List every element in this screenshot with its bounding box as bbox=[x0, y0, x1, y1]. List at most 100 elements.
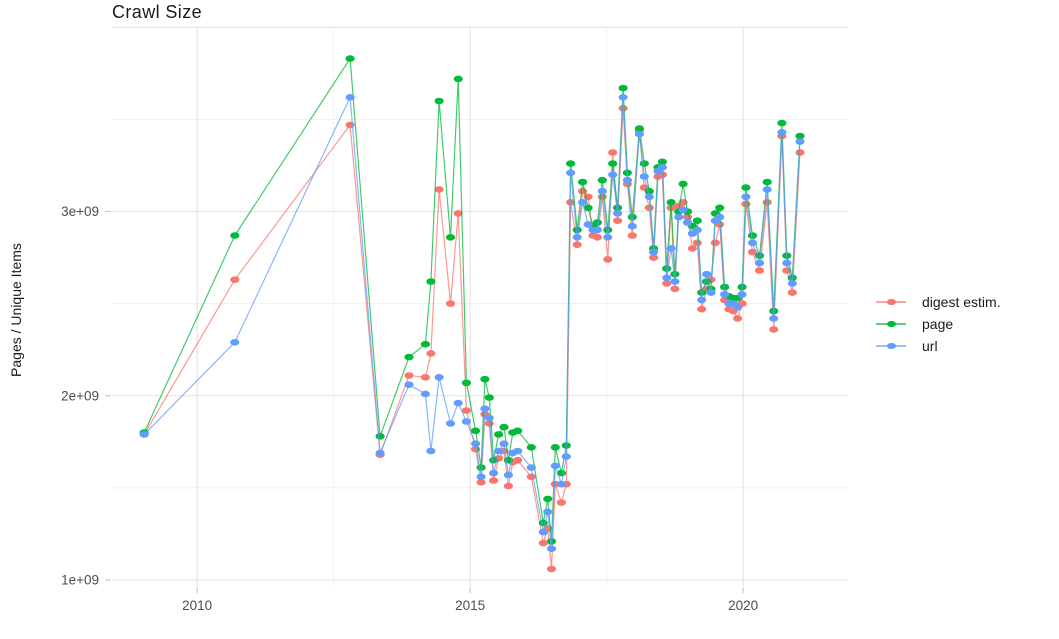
data-point-url bbox=[538, 528, 548, 536]
y-tick-label: 1e+09 bbox=[61, 572, 99, 587]
data-point-page bbox=[678, 180, 688, 188]
legend: digest estim. page url bbox=[876, 291, 1001, 357]
data-point-page bbox=[715, 204, 725, 212]
data-point-url bbox=[733, 304, 743, 311]
data-point-url bbox=[747, 239, 758, 247]
data-point-url bbox=[499, 440, 509, 448]
data-point-url bbox=[662, 274, 672, 282]
data-point-url bbox=[769, 315, 779, 322]
data-point-page bbox=[494, 431, 504, 438]
legend-item-url: url bbox=[876, 335, 1001, 357]
data-point-url bbox=[471, 440, 481, 448]
data-point-digest-estim- bbox=[538, 539, 548, 547]
data-point-url bbox=[702, 270, 712, 278]
data-point-digest-estim- bbox=[420, 374, 430, 381]
data-point-page bbox=[634, 125, 645, 132]
data-point-url bbox=[715, 213, 725, 221]
data-point-page bbox=[572, 226, 582, 234]
data-point-url bbox=[484, 414, 494, 422]
data-point-page bbox=[230, 232, 240, 239]
data-point-url bbox=[777, 129, 787, 136]
y-axis-title: Pages / Unique Items bbox=[8, 243, 24, 377]
data-point-digest-estim- bbox=[404, 372, 414, 379]
data-point-url bbox=[787, 280, 797, 287]
data-point-digest-estim- bbox=[754, 267, 765, 274]
legend-label-url: url bbox=[922, 338, 938, 354]
x-tick-label: 2010 bbox=[182, 598, 212, 613]
data-point-digest-estim- bbox=[644, 204, 654, 212]
data-point-page bbox=[597, 176, 607, 184]
data-point-digest-estim- bbox=[670, 285, 680, 293]
data-point-url bbox=[678, 206, 688, 213]
data-point-page bbox=[795, 132, 805, 140]
data-point-page bbox=[426, 278, 436, 285]
data-point-digest-estim- bbox=[230, 276, 240, 284]
data-point-url bbox=[762, 186, 772, 193]
data-point-page bbox=[434, 97, 444, 105]
data-point-url bbox=[453, 399, 463, 407]
y-tick-label: 2e+09 bbox=[61, 388, 99, 403]
data-point-digest-estim- bbox=[453, 210, 463, 217]
data-point-url bbox=[230, 339, 240, 346]
data-point-page bbox=[461, 379, 471, 387]
data-point-url bbox=[461, 418, 471, 425]
data-point-digest-estim- bbox=[345, 121, 355, 129]
data-point-page bbox=[499, 423, 509, 431]
data-point-url bbox=[494, 447, 504, 455]
data-point-page bbox=[608, 160, 618, 167]
data-point-page bbox=[747, 232, 758, 239]
data-point-url bbox=[639, 173, 649, 180]
data-point-digest-estim- bbox=[572, 241, 582, 248]
data-point-url bbox=[526, 464, 536, 471]
data-point-url bbox=[556, 480, 567, 488]
data-point-url bbox=[578, 199, 588, 206]
data-point-url bbox=[674, 213, 684, 221]
data-point-digest-estim- bbox=[489, 477, 499, 484]
data-point-url bbox=[375, 449, 385, 457]
data-point-url bbox=[561, 453, 571, 460]
data-point-digest-estim- bbox=[692, 239, 702, 247]
data-point-page bbox=[639, 160, 649, 167]
legend-key-digest bbox=[876, 296, 906, 308]
data-point-url bbox=[476, 473, 486, 481]
data-point-digest-estim- bbox=[434, 186, 444, 193]
data-point-url bbox=[666, 245, 676, 252]
data-point-url bbox=[592, 226, 603, 234]
data-point-digest-estim- bbox=[733, 315, 743, 322]
legend-key-page bbox=[876, 318, 906, 330]
data-point-page bbox=[420, 340, 430, 348]
data-point-page bbox=[471, 427, 481, 435]
data-point-url bbox=[566, 169, 576, 177]
data-point-digest-estim- bbox=[608, 149, 618, 156]
data-point-digest-estim- bbox=[710, 239, 720, 247]
data-point-digest-estim- bbox=[627, 232, 637, 239]
data-point-url bbox=[603, 234, 613, 241]
data-point-url bbox=[697, 296, 707, 304]
data-point-page bbox=[445, 234, 456, 241]
data-point-url bbox=[513, 447, 523, 455]
data-point-url bbox=[692, 226, 702, 234]
data-point-url bbox=[345, 94, 355, 101]
data-point-digest-estim- bbox=[649, 254, 659, 261]
data-point-url bbox=[608, 171, 618, 178]
data-point-digest-estim- bbox=[556, 499, 567, 506]
data-point-page bbox=[453, 75, 463, 83]
legend-item-page: page bbox=[876, 313, 1001, 335]
legend-item-digest: digest estim. bbox=[876, 291, 1001, 313]
data-point-digest-estim- bbox=[603, 256, 613, 263]
data-point-page bbox=[526, 444, 536, 451]
data-point-digest-estim- bbox=[513, 456, 523, 464]
data-point-page bbox=[762, 178, 772, 186]
y-tick-label: 3e+09 bbox=[61, 204, 99, 219]
data-point-digest-estim- bbox=[476, 479, 486, 486]
data-point-page bbox=[375, 433, 385, 440]
data-point-digest-estim- bbox=[461, 407, 471, 414]
x-tick-label: 2020 bbox=[728, 598, 758, 613]
data-point-url bbox=[634, 130, 645, 138]
data-point-url bbox=[741, 193, 751, 201]
data-point-page bbox=[741, 184, 751, 191]
data-point-digest-estim- bbox=[526, 473, 536, 481]
data-point-url bbox=[618, 94, 628, 101]
data-point-page bbox=[566, 160, 576, 167]
